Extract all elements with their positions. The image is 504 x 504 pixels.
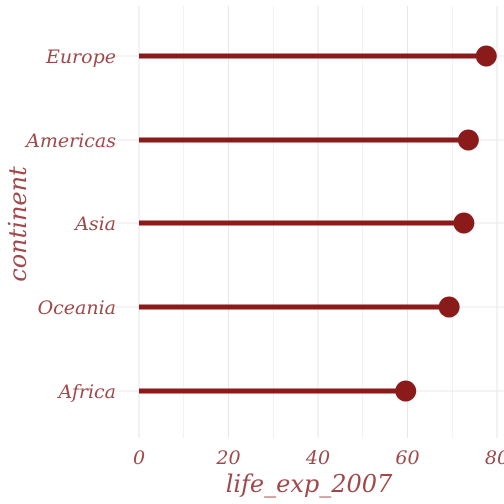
x-axis-title: life_exp_2007 [226, 470, 393, 498]
lollipop-point [475, 45, 497, 67]
x-tick-label: 0 [133, 447, 145, 469]
lollipop-point [453, 212, 475, 234]
y-tick-label: Asia [73, 213, 116, 235]
x-tick-label: 20 [215, 447, 240, 469]
lollipop-point [395, 380, 417, 402]
stems [139, 53, 487, 394]
x-tick-label: 40 [305, 447, 330, 469]
lollipop-point [438, 296, 460, 318]
y-tick-label: Oceania [38, 297, 116, 319]
y-axis-title: continent [4, 166, 32, 282]
x-tick-label: 80 [485, 447, 504, 469]
lollipop-point [457, 129, 479, 151]
y-tick-labels: Europe Americas Asia Oceania Africa [24, 46, 116, 403]
x-tick-labels: 0 20 40 60 80 [133, 447, 504, 469]
y-tick-label: Americas [24, 130, 116, 152]
y-tick-label: Europe [45, 46, 116, 68]
x-tick-label: 60 [395, 447, 419, 469]
y-tick-label: Africa [56, 381, 116, 403]
points [395, 45, 497, 402]
